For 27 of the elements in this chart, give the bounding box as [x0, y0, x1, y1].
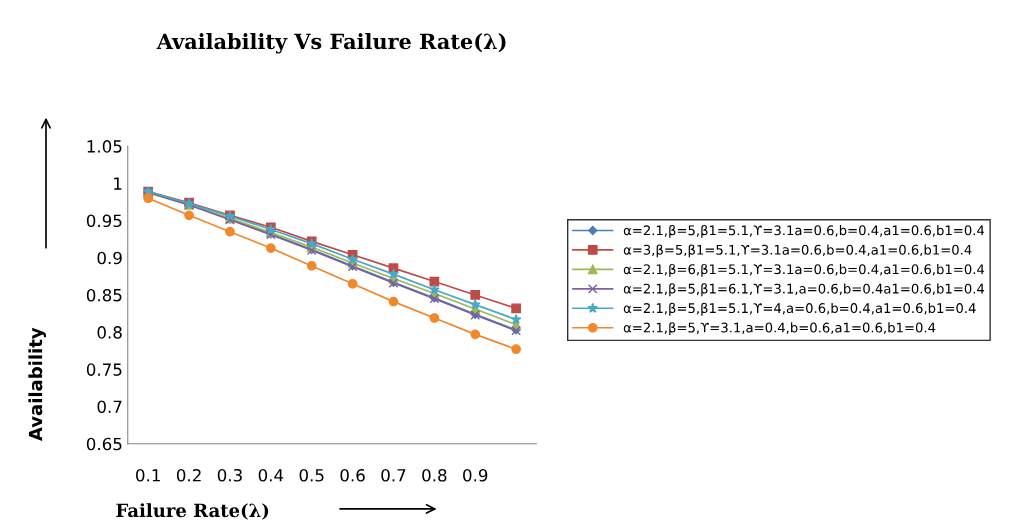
y-tick-label: 0.95	[86, 214, 122, 228]
y-tick-label: 1.05	[87, 140, 122, 153]
y-tick-label: 0.8	[97, 326, 122, 339]
x-tick-label: 0.7	[381, 468, 406, 482]
x-tick-label: 0.5	[299, 468, 324, 482]
legend-label: α=2.1,β=5,β1=6.1,ϒ=3.1,a=0.6,b=0.4a1=0.6,b1=0.4	[623, 283, 985, 297]
x-tick-label: 0.8	[422, 468, 447, 482]
legend-label: α=2.1,β=5,β1=5.1,ϒ=4,a=0.6,b=0.4,a1=0.6,b1=0.4	[623, 302, 976, 316]
legend-label: α=2.1,β=6,β1=5.1,ϒ=3.1a=0.6,b=0.4,a1=0.6,b1=0.4	[623, 263, 985, 277]
x-tick-label: 0.4	[258, 468, 284, 482]
x-tick-label: 0.6	[340, 468, 365, 482]
legend-label: α=2.1,β=5,β1=5.1,ϒ=3.1a=0.6,b=0.4,a1=0.6,b1=0.4	[623, 225, 985, 238]
y-tick-label: 0.75	[86, 363, 122, 376]
y-tick-label: 1	[114, 177, 122, 190]
x-tick-label: 0.9	[463, 468, 488, 482]
y-tick-label: 0.65	[86, 437, 122, 451]
x-tick-label: 0.3	[217, 468, 242, 482]
chart-title: Availability Vs Failure Rate(λ)	[156, 33, 506, 54]
x-axis-title: Failure Rate(λ)	[116, 503, 269, 520]
y-tick-label: 0.9	[97, 251, 122, 265]
y-tick-label: 0.7	[97, 400, 122, 414]
x-tick-label: 0.1	[136, 468, 160, 482]
legend-label: α=2.1,β=5,ϒ=3.1,a=0.4,b=0.6,a1=0.6,b1=0.4	[623, 322, 936, 336]
y-tick-label: 0.85	[86, 288, 122, 302]
x-tick-label: 0.2	[176, 468, 201, 482]
legend-label: α=3,β=5,β1=5.1,ϒ=3.1a=0.6,b=0.4,a1=0.6,b1=0.4	[623, 244, 972, 258]
y-axis-title: Availability	[28, 327, 46, 441]
